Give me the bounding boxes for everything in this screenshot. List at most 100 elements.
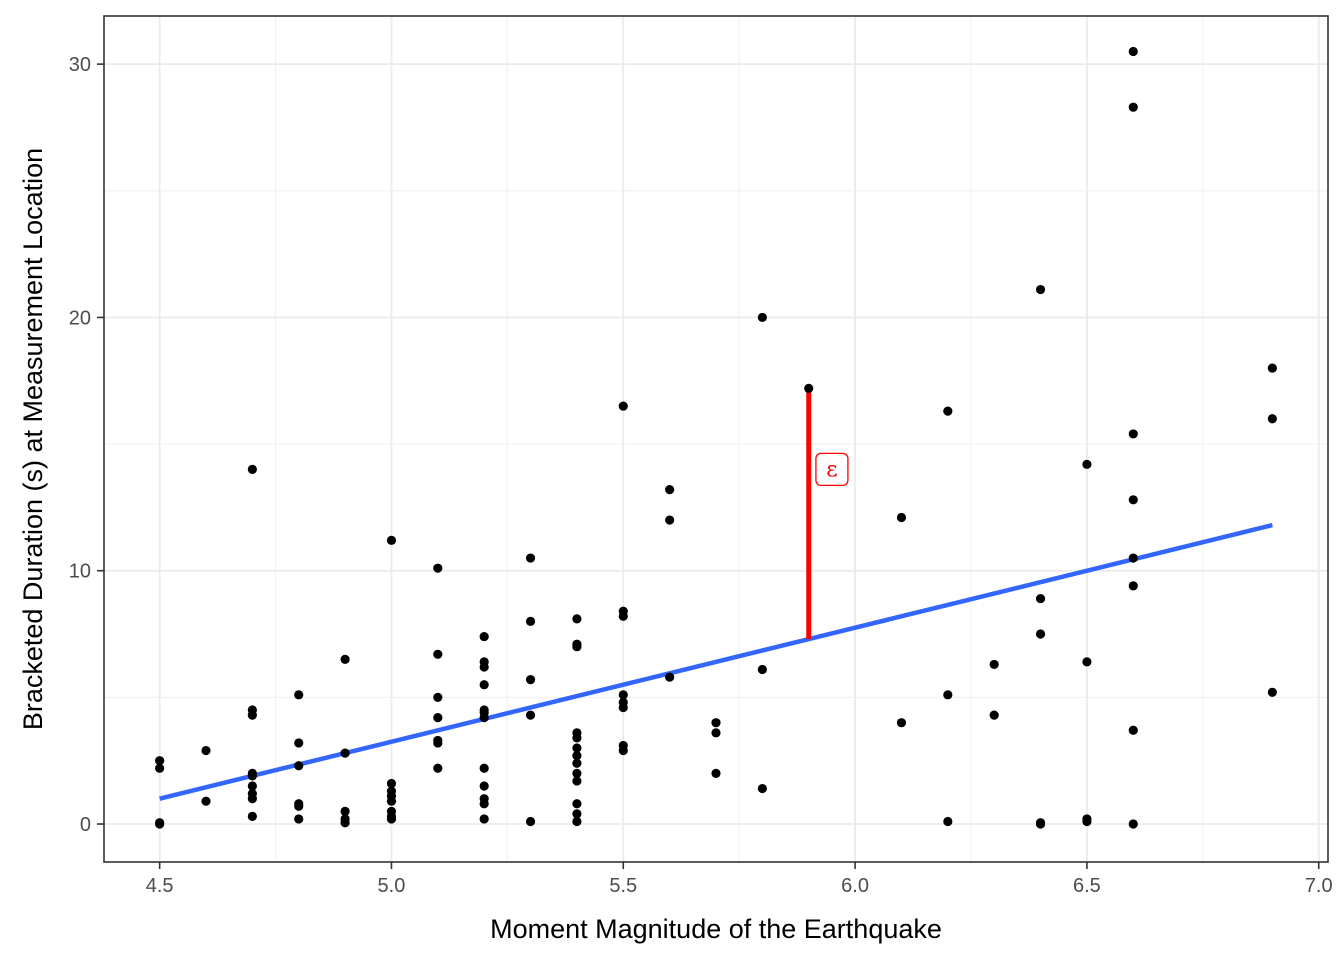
data-point	[294, 690, 304, 700]
data-point	[525, 553, 536, 563]
data-point	[757, 664, 767, 675]
data-point	[479, 814, 489, 824]
data-point	[665, 485, 675, 495]
data-point	[1267, 414, 1277, 424]
y-axis-title: Bracketed Duration (s) at Measurement Lo…	[18, 148, 48, 730]
data-point	[572, 751, 582, 761]
data-point	[479, 680, 489, 690]
data-point	[711, 768, 721, 778]
data-point	[340, 806, 350, 816]
data-point	[479, 799, 489, 809]
data-point	[896, 718, 907, 728]
data-point	[155, 763, 165, 773]
y-tick-label: 30	[69, 54, 91, 76]
data-point	[1082, 657, 1092, 667]
data-point	[386, 814, 397, 824]
data-point	[247, 794, 257, 804]
data-point	[1128, 46, 1138, 57]
y-axis: 0 10 20 30	[69, 54, 104, 836]
data-point	[989, 710, 999, 720]
data-point	[1128, 495, 1138, 505]
fit-line-layer	[159, 522, 1273, 801]
data-point	[479, 763, 489, 773]
data-point	[711, 718, 721, 728]
data-point	[896, 512, 907, 523]
data-point	[711, 728, 721, 738]
data-point	[247, 771, 257, 781]
data-point	[433, 713, 443, 723]
x-axis-title: Moment Magnitude of the Earthquake	[490, 914, 942, 944]
data-point	[247, 464, 257, 474]
data-point	[572, 614, 582, 624]
annotation-label: ε	[826, 457, 837, 482]
fit-line	[159, 522, 1273, 801]
data-point	[572, 816, 582, 827]
data-point	[572, 758, 582, 768]
data-point	[1082, 816, 1092, 827]
y-tick-label: 20	[69, 307, 91, 329]
data-point	[572, 743, 582, 753]
data-point	[340, 748, 350, 758]
x-tick-label: 4.5	[146, 875, 174, 897]
data-point	[1035, 593, 1046, 604]
data-point	[386, 535, 397, 545]
x-tick-label: 6.0	[841, 875, 869, 897]
data-point	[340, 654, 350, 664]
annotation-box	[815, 452, 849, 487]
y-tick-label: 0	[80, 814, 91, 836]
data-point	[340, 818, 350, 828]
data-point	[1035, 284, 1046, 295]
points-layer	[155, 46, 1277, 829]
grid-major	[104, 16, 1328, 862]
data-point	[665, 672, 675, 682]
data-point	[525, 616, 536, 626]
data-point	[757, 783, 767, 794]
data-point	[943, 406, 953, 416]
data-point	[572, 733, 582, 743]
data-point	[433, 649, 443, 659]
data-point	[479, 662, 489, 672]
data-point	[155, 756, 165, 766]
data-point	[1267, 363, 1277, 373]
data-point	[1128, 429, 1138, 439]
x-tick-label: 7.0	[1305, 875, 1333, 897]
data-point	[989, 659, 999, 670]
x-axis: 4.5 5.0 5.5 6.0 6.5 7.0	[146, 862, 1333, 897]
data-point	[386, 796, 397, 806]
data-point	[572, 776, 582, 786]
data-point	[201, 796, 211, 806]
data-point	[1082, 459, 1092, 469]
data-point	[294, 761, 304, 771]
data-point	[1128, 553, 1138, 563]
data-point	[247, 811, 257, 822]
data-point	[479, 713, 489, 723]
data-point	[1128, 581, 1138, 591]
data-point	[525, 675, 536, 685]
data-point	[618, 690, 628, 700]
data-point	[618, 702, 628, 713]
data-point	[943, 690, 953, 700]
data-point	[525, 710, 536, 720]
data-point	[1035, 629, 1046, 639]
data-point	[201, 745, 211, 756]
data-point	[665, 515, 675, 525]
data-point	[294, 801, 304, 811]
data-point	[1128, 102, 1138, 112]
data-point	[618, 745, 628, 756]
data-point	[294, 814, 304, 824]
data-point	[294, 738, 304, 748]
data-point	[433, 692, 443, 702]
panel-border	[103, 15, 1329, 863]
data-point	[525, 816, 536, 827]
x-tick-label: 6.5	[1073, 875, 1101, 897]
data-point	[757, 312, 767, 323]
data-point	[572, 799, 582, 809]
grid-minor	[104, 16, 1328, 862]
data-point	[572, 809, 582, 819]
data-point	[155, 819, 165, 829]
data-point	[247, 710, 257, 720]
data-point	[618, 611, 628, 621]
data-point	[1267, 687, 1277, 697]
data-point	[386, 778, 397, 789]
